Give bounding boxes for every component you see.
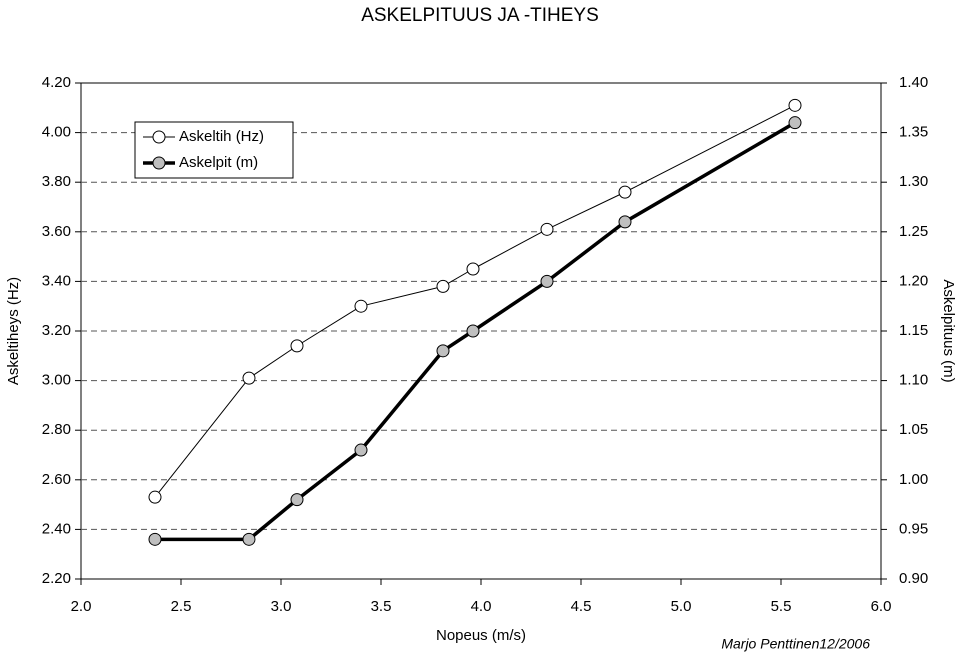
y-axis-label: Askeltiheys (Hz): [5, 277, 22, 385]
x-tick-label: 4.5: [571, 598, 592, 615]
y-tick-label: 4.20: [42, 74, 71, 91]
y2-tick-label: 1.25: [899, 223, 928, 240]
data-point: [788, 116, 802, 130]
y2-tick-label: 1.10: [899, 372, 928, 389]
x-tick-label: 3.5: [371, 598, 392, 615]
y-tick-label: 3.80: [42, 173, 71, 190]
data-point: [540, 274, 554, 288]
data-point: [290, 339, 304, 353]
y-tick-label: 3.00: [42, 372, 71, 389]
data-point: [618, 215, 632, 229]
y2-tick-label: 0.95: [899, 520, 928, 537]
legend-label: Askelpit (m): [179, 154, 258, 171]
y2-axis-label: Askelpituus (m): [940, 279, 957, 382]
legend-marker: [152, 156, 166, 170]
x-tick-label: 5.5: [771, 598, 792, 615]
y2-tick-label: 1.30: [899, 173, 928, 190]
y-tick-label: 3.20: [42, 322, 71, 339]
y2-tick-label: 1.15: [899, 322, 928, 339]
chart-title: ASKELPITUUS JA -TIHEYS: [361, 5, 599, 26]
data-point: [466, 324, 480, 338]
data-point: [148, 532, 162, 546]
data-point: [540, 222, 554, 236]
x-tick-label: 2.0: [71, 598, 92, 615]
data-point: [148, 490, 162, 504]
data-point: [436, 344, 450, 358]
x-tick-label: 6.0: [871, 598, 892, 615]
y-tick-label: 3.60: [42, 223, 71, 240]
data-point: [354, 443, 368, 457]
y-tick-label: 4.00: [42, 124, 71, 141]
y-tick-label: 2.80: [42, 421, 71, 438]
x-tick-label: 5.0: [671, 598, 692, 615]
y-tick-label: 2.40: [42, 520, 71, 537]
data-point: [242, 532, 256, 546]
data-point: [436, 279, 450, 293]
y2-tick-label: 1.00: [899, 471, 928, 488]
legend-marker: [152, 130, 166, 144]
data-point: [466, 262, 480, 276]
y-tick-label: 2.60: [42, 471, 71, 488]
x-tick-label: 3.0: [271, 598, 292, 615]
x-tick-label: 4.0: [471, 598, 492, 615]
y-tick-label: 3.40: [42, 272, 71, 289]
y-tick-label: 2.20: [42, 570, 71, 587]
y2-tick-label: 1.20: [899, 272, 928, 289]
data-point: [618, 185, 632, 199]
x-tick-label: 2.5: [171, 598, 192, 615]
data-point: [354, 299, 368, 313]
data-point: [290, 493, 304, 507]
data-point: [788, 98, 802, 112]
y2-tick-label: 0.90: [899, 570, 928, 587]
annotation: Marjo Penttinen12/2006: [721, 636, 870, 652]
data-point: [242, 371, 256, 385]
x-axis-label: Nopeus (m/s): [436, 627, 526, 644]
y2-tick-label: 1.05: [899, 421, 928, 438]
legend-label: Askeltih (Hz): [179, 128, 264, 145]
y2-tick-label: 1.35: [899, 124, 928, 141]
y2-tick-label: 1.40: [899, 74, 928, 91]
